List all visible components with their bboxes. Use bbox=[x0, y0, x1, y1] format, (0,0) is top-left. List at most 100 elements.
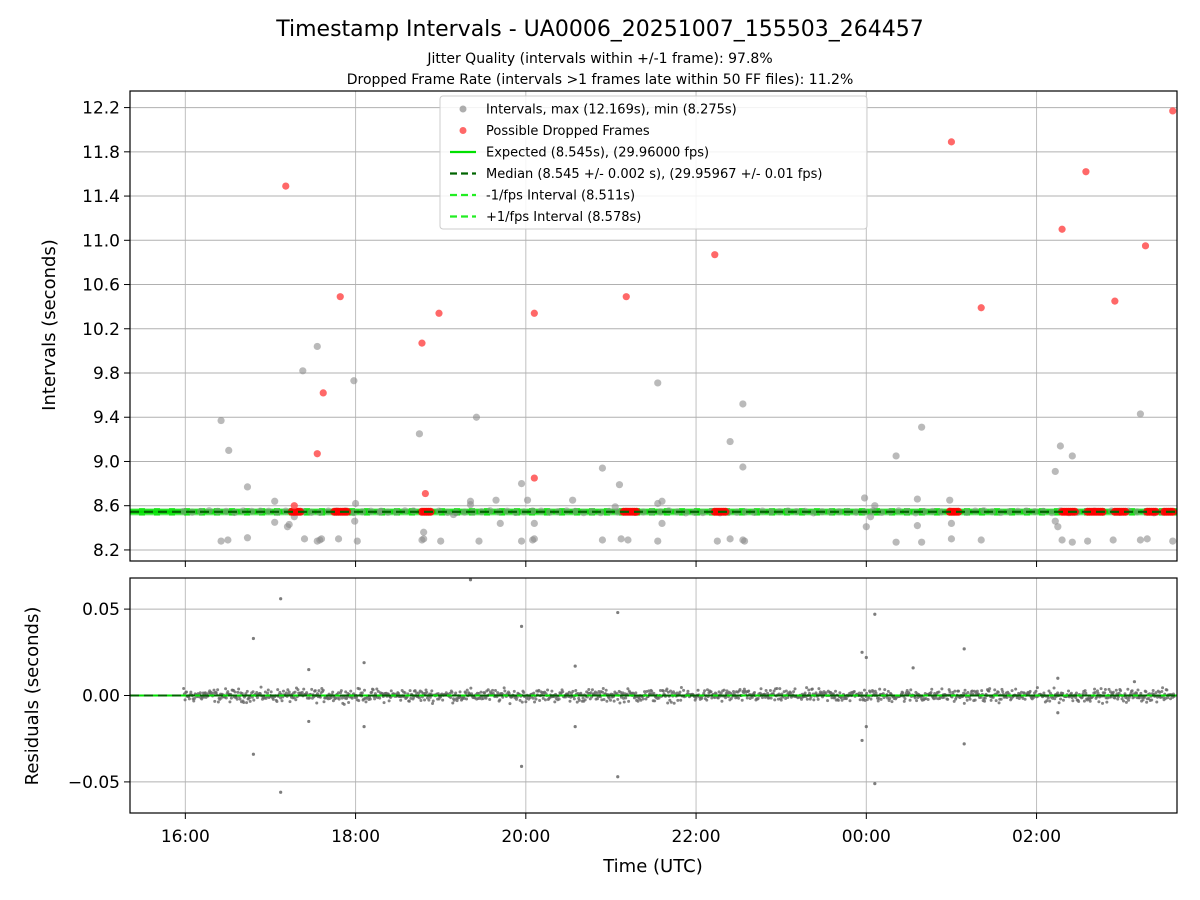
residual-point bbox=[665, 687, 669, 691]
residual-point bbox=[609, 698, 613, 702]
residual-point bbox=[824, 691, 828, 695]
residual-point bbox=[336, 691, 340, 695]
residual-point bbox=[583, 698, 587, 702]
residual-point bbox=[488, 698, 492, 702]
residual-point bbox=[991, 695, 995, 699]
residual-point bbox=[455, 699, 459, 703]
residual-point bbox=[864, 725, 868, 729]
residual-point bbox=[1124, 700, 1128, 704]
residual-point bbox=[371, 688, 375, 692]
residual-point bbox=[345, 695, 349, 699]
residual-point bbox=[479, 690, 483, 694]
residual-point bbox=[251, 636, 256, 641]
interval-point bbox=[726, 437, 734, 446]
interval-point bbox=[809, 509, 818, 517]
residual-point bbox=[1034, 689, 1038, 693]
residual-point bbox=[607, 696, 611, 700]
residual-point bbox=[1097, 700, 1101, 704]
residual-point bbox=[310, 687, 314, 691]
residual-point bbox=[626, 687, 630, 691]
residual-point bbox=[518, 698, 522, 702]
residual-point bbox=[389, 689, 393, 693]
residual-point bbox=[737, 696, 741, 700]
residual-point bbox=[238, 697, 242, 701]
residual-point bbox=[1057, 701, 1061, 705]
residual-point bbox=[575, 700, 579, 704]
residual-point bbox=[321, 688, 325, 692]
residual-point bbox=[1107, 687, 1111, 691]
dropped-frame-point bbox=[319, 389, 327, 397]
residual-point bbox=[226, 690, 230, 694]
residual-point bbox=[307, 667, 311, 672]
residual-point bbox=[281, 689, 285, 693]
residual-point bbox=[983, 696, 987, 700]
residual-point bbox=[816, 697, 820, 701]
residual-point bbox=[1047, 689, 1051, 693]
residual-point bbox=[248, 699, 252, 703]
residual-point bbox=[553, 700, 557, 704]
residual-point bbox=[568, 699, 572, 703]
residual-point bbox=[724, 696, 728, 700]
residual-point bbox=[362, 661, 366, 665]
residual-point bbox=[589, 691, 593, 695]
residual-point bbox=[573, 725, 577, 729]
interval-point bbox=[611, 503, 619, 511]
dropped-frame-point bbox=[282, 182, 290, 190]
residual-point bbox=[666, 690, 670, 694]
residual-point bbox=[251, 690, 255, 694]
residual-point bbox=[722, 688, 726, 692]
residual-point bbox=[287, 690, 291, 694]
residual-point bbox=[862, 688, 866, 692]
residual-point bbox=[1056, 691, 1060, 695]
residual-point bbox=[329, 696, 333, 700]
residual-point bbox=[826, 699, 830, 703]
residual-point bbox=[834, 689, 838, 693]
interval-point bbox=[654, 537, 662, 545]
residual-point bbox=[1126, 687, 1130, 691]
residual-point bbox=[403, 691, 407, 695]
residual-point bbox=[412, 695, 416, 699]
residual-point bbox=[616, 697, 620, 701]
interval-point bbox=[598, 536, 607, 544]
interval-point bbox=[656, 508, 664, 516]
jitter-quality-subtitle: Jitter Quality (intervals within +/-1 fr… bbox=[426, 51, 772, 67]
residual-point bbox=[1005, 695, 1009, 699]
residual-point bbox=[577, 698, 581, 702]
residual-point bbox=[237, 687, 241, 691]
residual-point bbox=[883, 688, 887, 692]
residual-point bbox=[1045, 699, 1049, 703]
interval-point bbox=[1133, 508, 1141, 516]
residual-point bbox=[616, 775, 620, 779]
residual-point bbox=[317, 689, 321, 693]
residual-point bbox=[1161, 686, 1165, 690]
dropped-frame-point bbox=[435, 309, 443, 317]
residual-point bbox=[1035, 686, 1039, 690]
residual-point bbox=[224, 687, 228, 691]
residual-point bbox=[601, 690, 605, 694]
residual-point bbox=[397, 692, 401, 696]
residual-point bbox=[307, 719, 311, 724]
interval-point bbox=[415, 430, 424, 438]
interval-point bbox=[947, 519, 956, 528]
residual-point bbox=[574, 688, 578, 692]
residual-point bbox=[451, 701, 455, 705]
residual-point bbox=[250, 695, 254, 699]
residual-point bbox=[1022, 691, 1026, 695]
residual-point bbox=[1154, 691, 1158, 695]
top-y-tick-label: 10.2 bbox=[82, 320, 120, 340]
residual-point bbox=[368, 697, 372, 701]
residual-point bbox=[557, 697, 561, 701]
residual-point bbox=[349, 689, 353, 693]
residual-point bbox=[996, 690, 1000, 694]
residual-point bbox=[636, 699, 640, 703]
top-y-tick-label: 11.8 bbox=[82, 143, 120, 163]
interval-point bbox=[835, 508, 843, 516]
residual-point bbox=[750, 695, 754, 699]
interval-point bbox=[243, 534, 252, 542]
top-points bbox=[130, 107, 1177, 546]
x-tick-label: 00:00 bbox=[842, 827, 891, 847]
interval-point bbox=[180, 507, 188, 516]
residual-point bbox=[803, 691, 807, 695]
residual-point bbox=[793, 687, 797, 691]
